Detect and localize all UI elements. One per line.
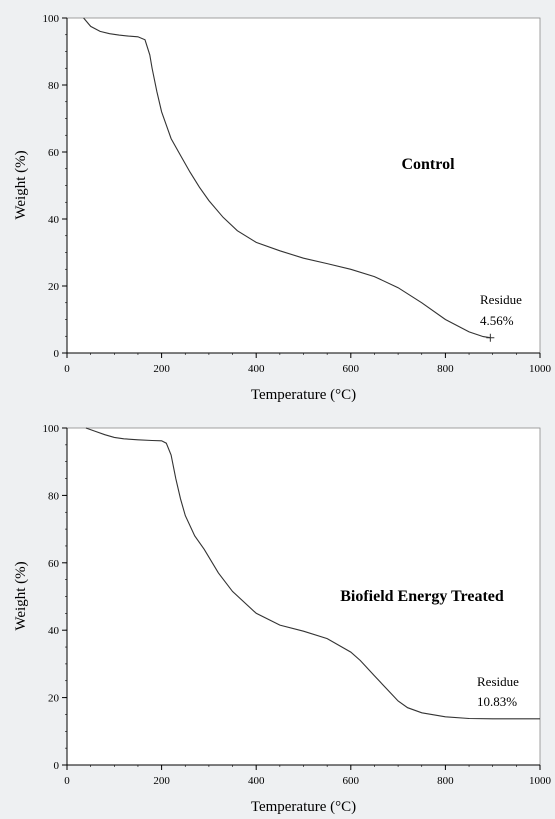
x-tick-label: 600 — [343, 775, 360, 787]
x-axis-title: Temperature (°C) — [251, 387, 356, 403]
residue-marker — [486, 333, 495, 342]
y-tick-label: 80 — [48, 490, 60, 502]
x-axis-title: Temperature (°C) — [251, 799, 356, 815]
residue-value: 10.83% — [477, 694, 517, 709]
y-tick-label: 60 — [48, 558, 60, 570]
x-tick-label: 200 — [153, 775, 170, 787]
x-tick-label: 800 — [437, 363, 454, 375]
y-tick-label: 20 — [48, 281, 60, 293]
y-tick-label: 40 — [48, 625, 60, 637]
weight-loss-line — [85, 427, 540, 720]
x-tick-label: 1000 — [529, 363, 552, 375]
y-tick-label: 80 — [48, 80, 60, 92]
plot-area — [66, 427, 541, 766]
y-tick-label: 100 — [43, 13, 60, 25]
y-tick-label: 60 — [48, 147, 60, 159]
x-tick-label: 0 — [64, 775, 70, 787]
y-axis-title: Weight (%) — [13, 561, 29, 630]
x-tick-label: 800 — [437, 775, 454, 787]
x-tick-label: 0 — [64, 363, 70, 375]
residue-value: 4.56% — [480, 313, 514, 328]
x-tick-label: 600 — [343, 363, 360, 375]
y-tick-label: 40 — [48, 214, 60, 226]
y-tick-label: 0 — [54, 348, 60, 360]
y-tick-label: 100 — [43, 423, 60, 435]
y-axis-title: Weight (%) — [13, 150, 29, 219]
sample-label: Control — [401, 156, 455, 173]
x-tick-label: 1000 — [529, 775, 552, 787]
residue-title: Residue — [477, 674, 519, 689]
plot-area — [66, 17, 541, 354]
sample-label: Biofield Energy Treated — [340, 588, 504, 605]
y-tick-label: 0 — [54, 760, 60, 772]
residue-title: Residue — [480, 292, 522, 307]
x-tick-label: 400 — [248, 363, 265, 375]
x-tick-label: 200 — [153, 363, 170, 375]
y-tick-label: 20 — [48, 693, 60, 705]
x-tick-label: 400 — [248, 775, 265, 787]
weight-loss-line — [83, 17, 491, 339]
